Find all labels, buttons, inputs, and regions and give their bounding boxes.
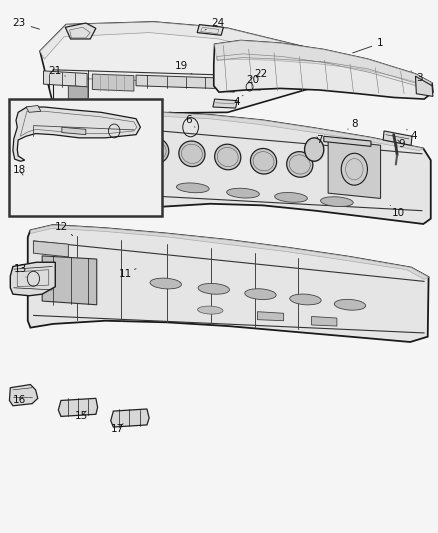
Polygon shape xyxy=(169,112,209,138)
Polygon shape xyxy=(324,136,371,147)
Text: 1: 1 xyxy=(353,38,384,53)
Text: 16: 16 xyxy=(12,395,26,406)
Ellipse shape xyxy=(334,300,366,310)
Ellipse shape xyxy=(275,192,307,203)
Ellipse shape xyxy=(150,278,181,289)
Polygon shape xyxy=(42,256,97,305)
Polygon shape xyxy=(40,22,332,114)
Polygon shape xyxy=(62,127,86,135)
Ellipse shape xyxy=(215,144,241,170)
Ellipse shape xyxy=(251,149,277,174)
Text: 13: 13 xyxy=(14,264,27,277)
Polygon shape xyxy=(122,112,431,224)
Ellipse shape xyxy=(321,197,353,206)
Polygon shape xyxy=(136,75,215,88)
Polygon shape xyxy=(11,262,55,296)
Text: 4: 4 xyxy=(407,130,417,141)
Ellipse shape xyxy=(226,188,259,198)
Text: 4: 4 xyxy=(233,95,243,107)
Ellipse shape xyxy=(143,138,169,164)
Ellipse shape xyxy=(290,294,321,305)
Polygon shape xyxy=(13,107,141,161)
Polygon shape xyxy=(416,76,433,96)
Polygon shape xyxy=(197,25,223,35)
Polygon shape xyxy=(214,41,433,99)
Text: 6: 6 xyxy=(185,115,195,127)
Text: 22: 22 xyxy=(254,69,267,79)
Ellipse shape xyxy=(177,183,209,193)
Text: 18: 18 xyxy=(12,165,26,175)
Polygon shape xyxy=(58,398,98,416)
FancyBboxPatch shape xyxy=(10,99,162,216)
Polygon shape xyxy=(215,41,432,85)
Polygon shape xyxy=(65,23,96,39)
Text: 8: 8 xyxy=(348,119,358,130)
Text: 9: 9 xyxy=(398,139,405,149)
Text: 24: 24 xyxy=(205,18,225,30)
Ellipse shape xyxy=(179,141,205,167)
Text: 10: 10 xyxy=(390,205,405,219)
Polygon shape xyxy=(28,225,428,342)
Polygon shape xyxy=(33,241,68,257)
Text: 11: 11 xyxy=(119,269,136,279)
Text: 21: 21 xyxy=(49,66,65,76)
Ellipse shape xyxy=(287,152,313,177)
Text: 17: 17 xyxy=(111,424,124,434)
Polygon shape xyxy=(92,74,134,91)
Polygon shape xyxy=(219,83,234,92)
Text: 23: 23 xyxy=(12,18,39,29)
Ellipse shape xyxy=(198,306,223,314)
Polygon shape xyxy=(68,86,88,103)
Polygon shape xyxy=(237,82,261,90)
Polygon shape xyxy=(111,409,149,427)
Ellipse shape xyxy=(198,284,230,294)
Polygon shape xyxy=(213,99,237,108)
Circle shape xyxy=(304,138,324,161)
Polygon shape xyxy=(130,131,149,142)
Polygon shape xyxy=(383,131,412,146)
Polygon shape xyxy=(125,112,424,151)
Text: 3: 3 xyxy=(411,71,423,83)
Polygon shape xyxy=(311,317,337,326)
Text: 15: 15 xyxy=(75,411,88,422)
Polygon shape xyxy=(43,71,87,87)
Ellipse shape xyxy=(245,289,276,300)
Text: 19: 19 xyxy=(175,61,192,74)
Polygon shape xyxy=(258,312,284,321)
Polygon shape xyxy=(328,139,381,198)
Polygon shape xyxy=(10,384,38,406)
Text: 12: 12 xyxy=(55,222,73,236)
Polygon shape xyxy=(26,106,41,112)
Text: 20: 20 xyxy=(247,76,260,85)
Polygon shape xyxy=(40,22,332,63)
Polygon shape xyxy=(30,225,428,279)
Text: 7: 7 xyxy=(316,135,323,145)
